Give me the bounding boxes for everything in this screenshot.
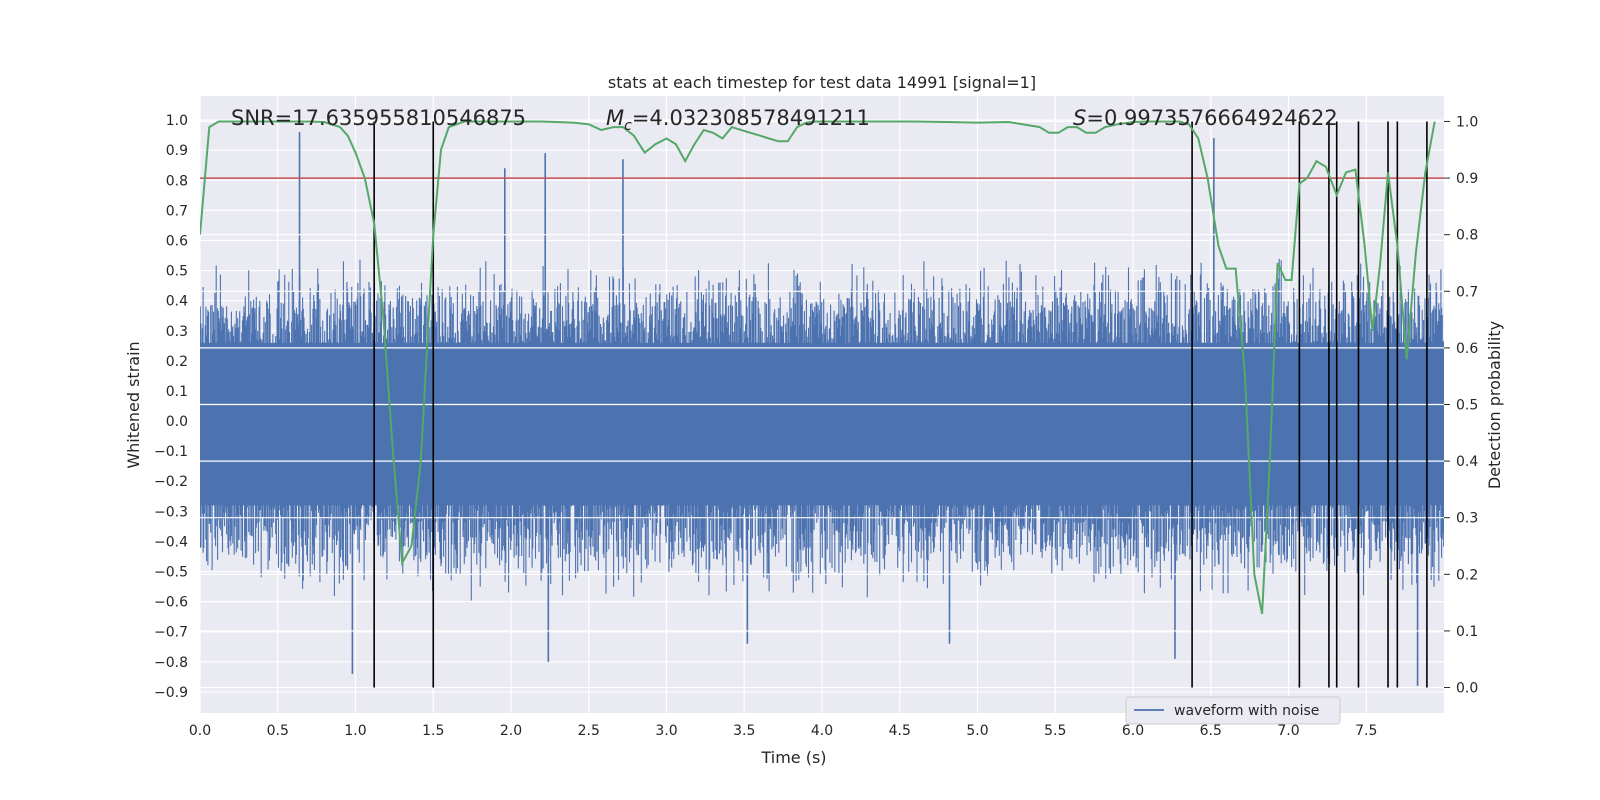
- y-right-tick-label: 0.4: [1456, 454, 1478, 470]
- y-tick-label: 0.5: [166, 264, 188, 280]
- y-tick-label: −0.3: [154, 504, 188, 520]
- y-tick-label: 0.8: [166, 173, 188, 189]
- y-tick-label: 0.2: [166, 354, 188, 370]
- x-tick-label: 0.0: [189, 723, 211, 739]
- probability-line: [200, 120, 1436, 615]
- y-tick-label: −0.8: [154, 655, 188, 671]
- waveform-series: [200, 132, 1444, 686]
- chirp-mass-annotation: Mc=4.032308578491211: [606, 106, 870, 134]
- y-right-tick-label: 0.1: [1456, 624, 1478, 640]
- s-annotation: S=0.9973576664924622: [1073, 106, 1338, 130]
- x-tick-label: 4.0: [811, 723, 833, 739]
- x-tick-label: 7.5: [1355, 723, 1377, 739]
- y-right-tick-label: 0.3: [1456, 511, 1478, 527]
- snr-annotation: SNR=17.635955810546875: [231, 106, 526, 130]
- y-tick-label: 0.0: [166, 414, 188, 430]
- x-tick-label: 6.0: [1122, 723, 1144, 739]
- y-tick-label: −0.9: [154, 685, 188, 701]
- x-tick-label: 6.5: [1200, 723, 1222, 739]
- x-axis-ticks: 0.0 0.5 1.0 1.5 2.0 2.5 3.0 3.5 4.0 4.5 5.0 5.5 6.0 6…: [189, 723, 1378, 739]
- waveform-line: [200, 258, 1444, 601]
- y-tick-label: −0.4: [154, 534, 188, 550]
- y-right-tick-label: 0.8: [1456, 228, 1478, 244]
- y-tick-label: −0.2: [154, 474, 188, 490]
- y-right-tick-label: 0.9: [1456, 171, 1478, 187]
- x-tick-label: 4.5: [889, 723, 911, 739]
- y-right-tick-label: 0.5: [1456, 398, 1478, 414]
- probability-series: [200, 120, 1436, 615]
- y-axis-label: Whitened strain: [124, 341, 143, 468]
- mc-value: =4.032308578491211: [632, 106, 870, 130]
- x-tick-label: 2.5: [578, 723, 600, 739]
- legend-label: waveform with noise: [1174, 703, 1319, 719]
- y-tick-label: −0.6: [154, 595, 188, 611]
- y-right-tick-label: 0.0: [1456, 681, 1478, 697]
- chart-title: stats at each timestep for test data 149…: [608, 73, 1036, 92]
- x-tick-label: 2.0: [500, 723, 522, 739]
- s-value: =0.9973576664924622: [1086, 106, 1337, 130]
- y-axis-ticks: 1.0 0.9 0.8 0.7 0.6 0.5 0.4 0.3 0.2 0.1 0.0 −0.1 −0.…: [154, 113, 188, 701]
- x-tick-label: 1.0: [344, 723, 366, 739]
- y-tick-label: 0.9: [166, 143, 188, 159]
- y-right-tick-label: 0.2: [1456, 567, 1478, 583]
- vertical-markers: [373, 121, 1428, 688]
- mc-symbol: M: [606, 106, 624, 130]
- y-tick-label: 0.3: [166, 324, 188, 340]
- y-tick-label: −0.5: [154, 565, 188, 581]
- y-right-axis-ticks: 1.0 0.9 0.8 0.7 0.6 0.5 0.4 0.3 0.2 0.1 0.0: [1444, 114, 1478, 697]
- y-right-tick-label: 0.6: [1456, 341, 1478, 357]
- y-tick-label: 0.4: [166, 294, 188, 310]
- x-tick-label: 3.0: [655, 723, 677, 739]
- x-tick-label: 0.5: [267, 723, 289, 739]
- y-tick-label: 0.6: [166, 233, 188, 249]
- legend-box: [1125, 696, 1341, 725]
- y-right-axis-label: Detection probability: [1485, 321, 1504, 489]
- y-right-tick-label: 0.7: [1456, 284, 1478, 300]
- x-axis-label: Time (s): [760, 748, 826, 767]
- y-right-tick-label: 1.0: [1456, 114, 1478, 130]
- y-tick-label: −0.1: [154, 444, 188, 460]
- y-tick-label: 1.0: [166, 113, 188, 129]
- y-tick-label: 0.7: [166, 203, 188, 219]
- x-tick-label: 7.0: [1277, 723, 1299, 739]
- x-tick-label: 3.5: [733, 723, 755, 739]
- x-tick-label: 1.5: [422, 723, 444, 739]
- y-tick-label: −0.7: [154, 625, 188, 641]
- mc-subscript: c: [624, 118, 632, 134]
- s-symbol: S: [1073, 106, 1086, 130]
- legend: waveform with noise: [1125, 696, 1341, 725]
- y-tick-label: 0.1: [166, 384, 188, 400]
- x-tick-label: 5.5: [1044, 723, 1066, 739]
- x-tick-label: 5.0: [966, 723, 988, 739]
